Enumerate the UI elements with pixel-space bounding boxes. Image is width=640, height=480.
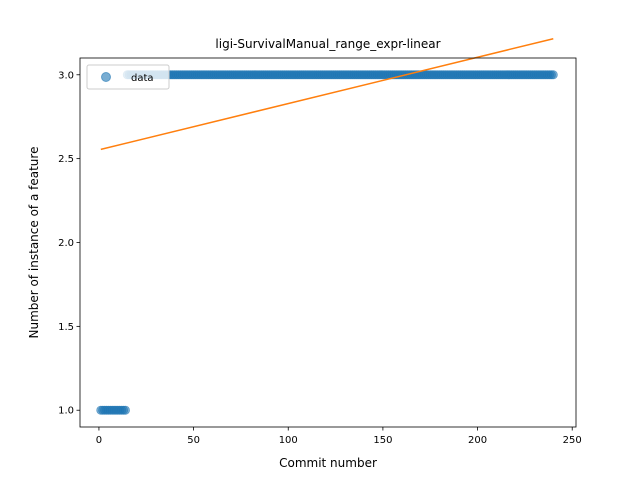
y-tick-label: 1.0 [58,406,74,417]
data-point [548,70,558,80]
x-tick-label: 50 [187,435,200,446]
y-tick-label: 2.5 [58,154,74,165]
x-axis-ticks: 0 50 100 150 200 250 [96,427,582,446]
x-tick-label: 0 [96,435,102,446]
data-point [120,405,130,415]
fit-line-layer [100,37,554,151]
legend-label-data: data [131,73,154,84]
y-tick-label: 1.5 [58,322,74,333]
x-tick-label: 250 [563,435,582,446]
x-tick-label: 150 [373,435,392,446]
legend-box [86,64,170,90]
y-tick-label: 2.0 [58,238,74,249]
x-tick-label: 200 [468,435,487,446]
scatter-layer [96,70,558,415]
x-tick-label: 100 [279,435,298,446]
chart-title: ligi-SurvivalManual_range_expr-linear [215,37,440,51]
y-axis-label: Number of instance of a feature [27,147,41,339]
fit-line [100,37,554,151]
y-tick-label: 3.0 [58,70,74,81]
legend-marker-data [101,72,111,82]
x-axis-label: Commit number [279,456,377,470]
y-axis-ticks: 1.0 1.5 2.0 2.5 3.0 [58,70,80,417]
legend: data [86,64,170,90]
